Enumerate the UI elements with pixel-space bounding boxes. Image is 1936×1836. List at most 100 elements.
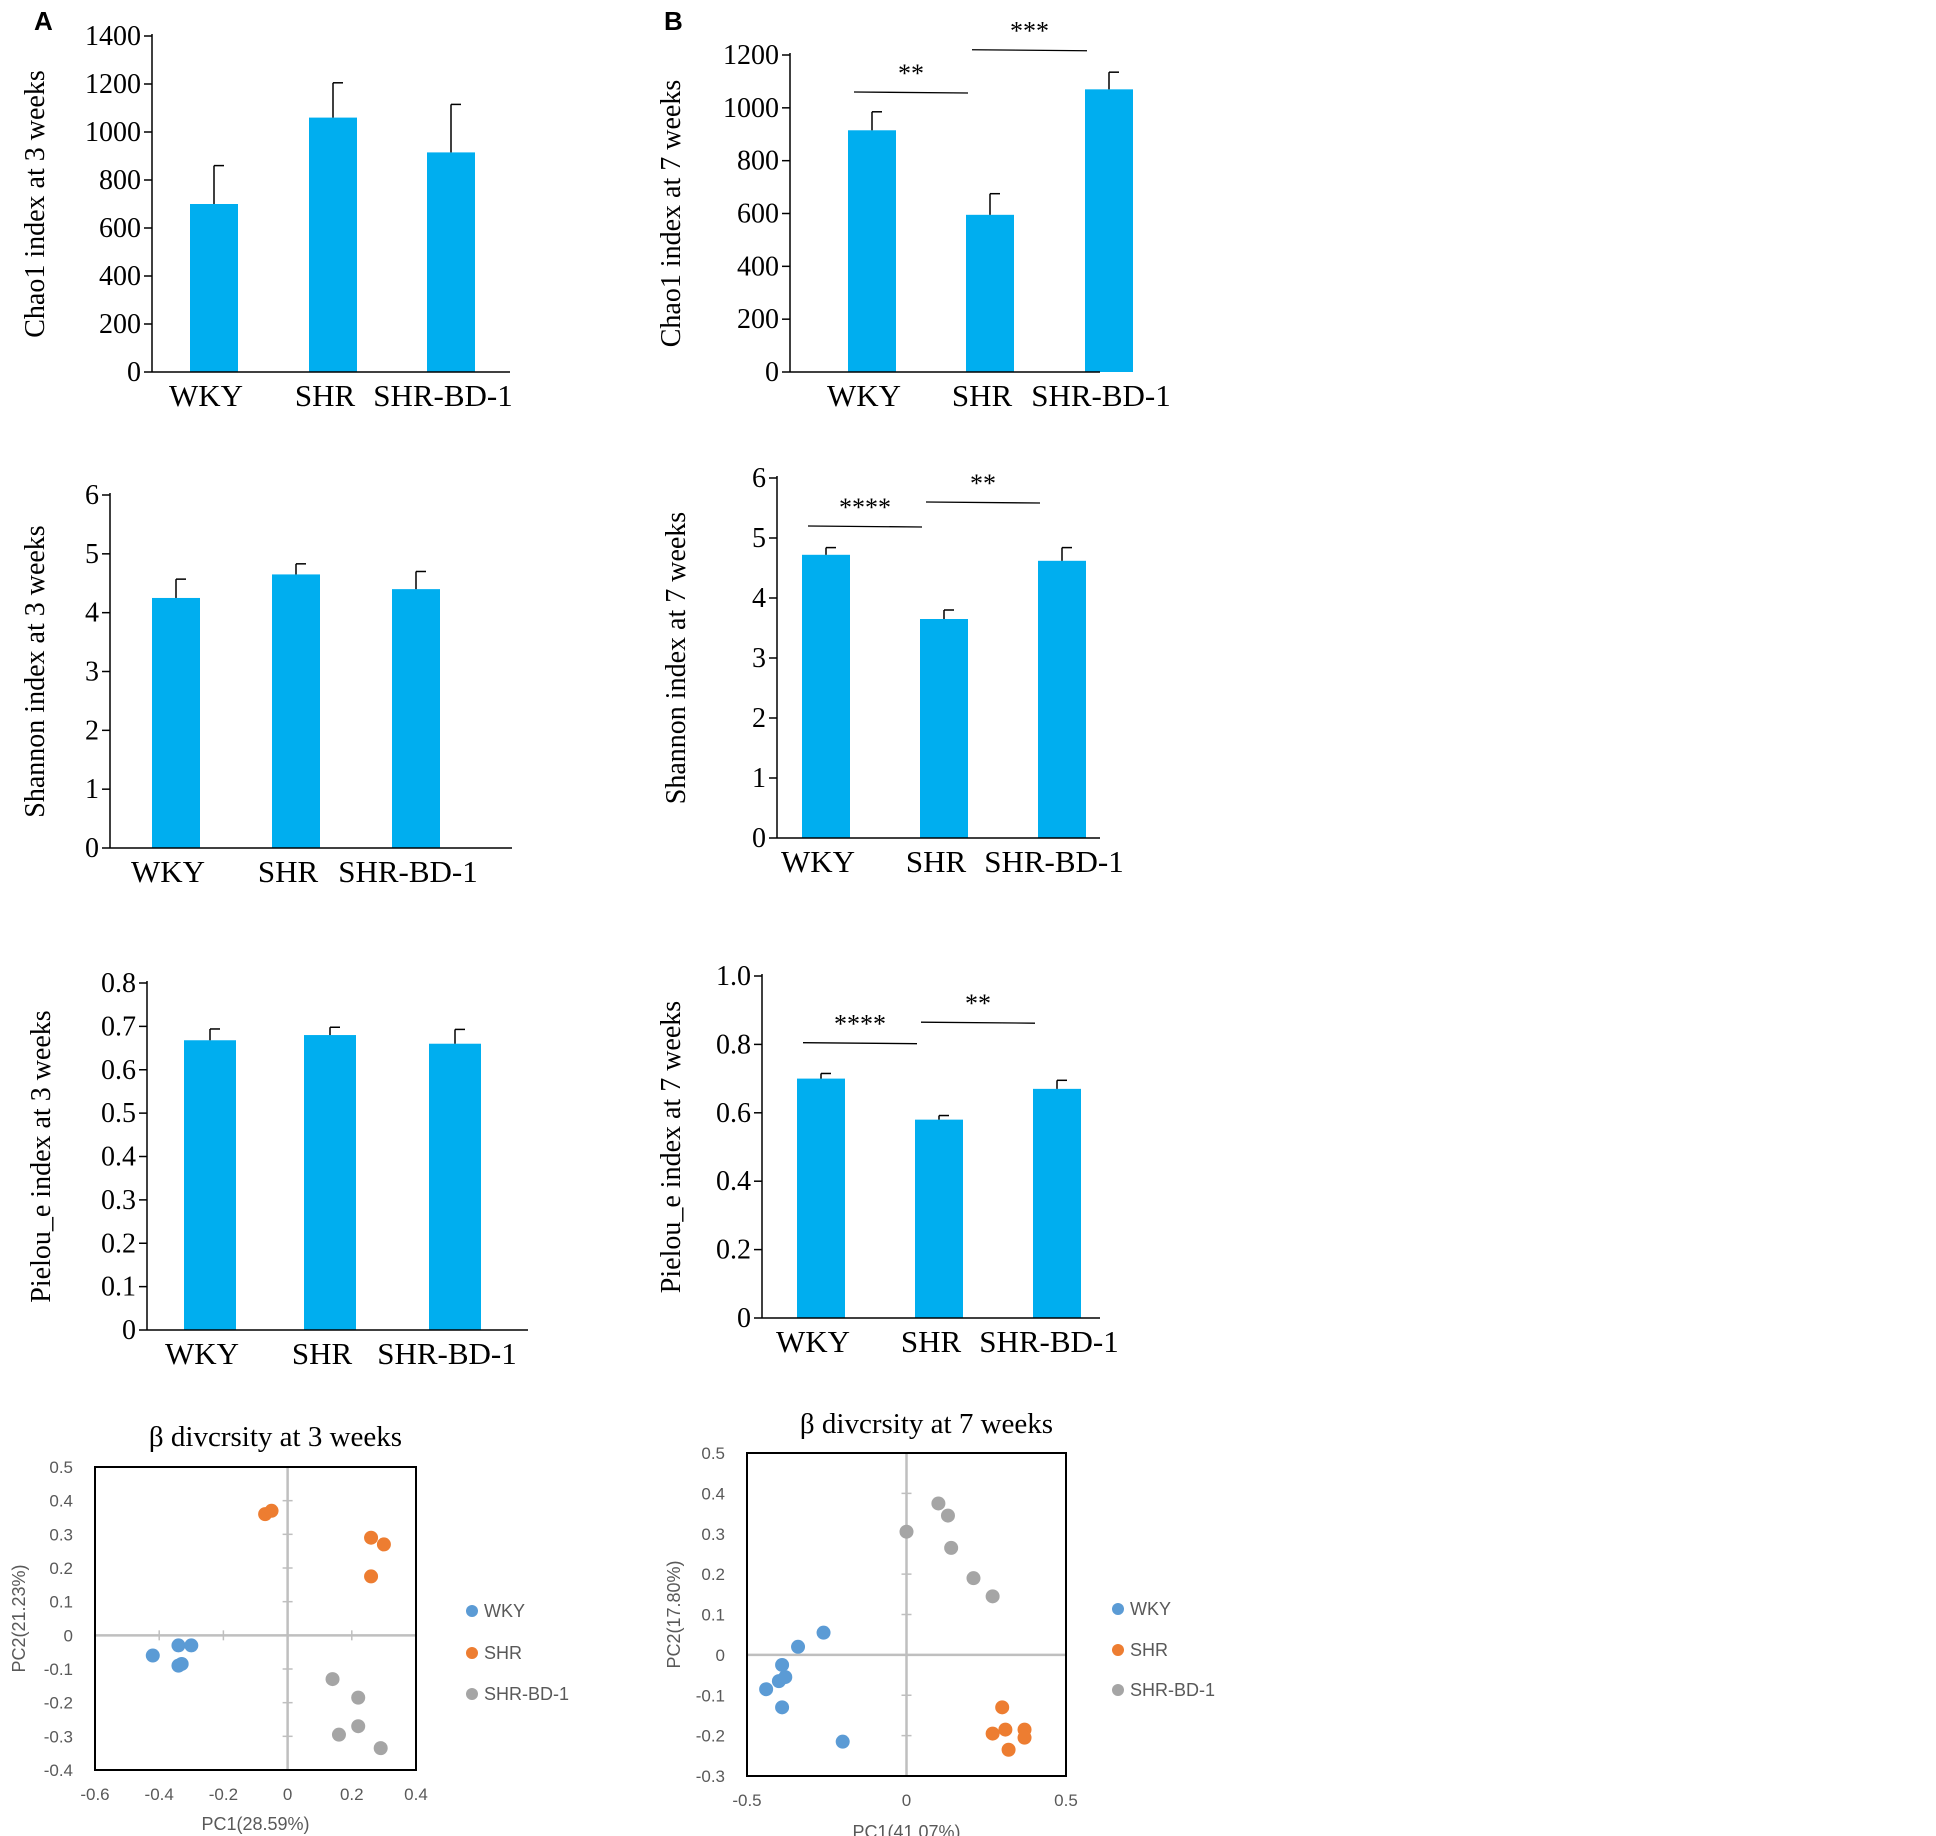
bar-SHR [920,619,968,838]
chart-chao1-7w: 0 200 400 600 800 1000 1200 WKY SHR SHR-BD-1 Chao1… [656,17,1171,413]
significance-line [807,525,923,528]
y-axis-label: Pielou_e index at 3 weeks [26,1010,57,1302]
y-tick-label: -0.1 [44,1660,73,1679]
point-SHR [264,1503,279,1518]
significance-line [802,1042,918,1045]
x-tick-label: 0 [283,1785,292,1804]
y-tick-label: 400 [99,261,141,292]
significance-label: ** [898,59,924,88]
x-tick-label: 0.2 [340,1785,364,1804]
significance-label: ** [965,989,991,1018]
y-tick-label: 200 [99,309,141,340]
y-tick-label: 0 [64,1626,73,1645]
y-tick-label: 0.3 [701,1525,725,1544]
chart-shannon-7w: 0 1 2 3 4 5 6 WKY SHR SHR-BD-1 Shannon index at 7 … [661,463,1124,879]
x-category-label: WKY [131,854,205,889]
y-tick-label: 0 [752,823,766,854]
point-SHR [998,1722,1013,1737]
legend-label: SHR [484,1643,522,1663]
chart-chao1-3w: 0 200 400 600 800 1000 1200 1400 WKY SHR SHR-BD-1 C… [20,21,513,413]
y-tick-label: 0.6 [716,1098,751,1129]
panel-label-b: B [664,6,683,36]
y-tick-label: 0 [127,357,141,388]
legend-label: SHR [1130,1640,1168,1660]
point-WKY [816,1625,831,1640]
y-tick-label: 0.4 [716,1166,751,1197]
x-category-label: SHR-BD-1 [338,854,478,889]
point-WKY [759,1682,774,1697]
significance-label: **** [839,493,891,522]
x-category-label: SHR-BD-1 [1031,378,1171,413]
y-tick-label: 0.1 [49,1593,73,1612]
plot-frame [94,1466,417,1771]
point-WKY [145,1648,160,1663]
y-tick-label: 1.0 [716,961,751,992]
significance-line [920,1021,1036,1024]
x-category-label: SHR [258,854,319,889]
x-category-label: WKY [169,378,243,413]
y-tick-label: 3 [752,643,766,674]
legend-label: WKY [484,1601,525,1621]
y-tick-label: -0.4 [44,1761,73,1780]
x-category-label: SHR [295,378,356,413]
point-WKY [174,1656,189,1671]
bar-SHR-BD-1 [1085,89,1133,372]
legend-marker-SHR [466,1647,478,1659]
x-category-label: SHR [292,1336,353,1371]
y-tick-label: 0.1 [701,1606,725,1625]
y-tick-label: 0 [122,1315,136,1346]
y-axis-label: Shannon index at 3 weeks [20,525,51,817]
y-tick-label: 600 [737,199,779,230]
y-tick-label: 0.6 [101,1055,136,1086]
y-tick-label: 600 [99,213,141,244]
y-tick-label: 0 [716,1646,725,1665]
x-tick-label: -0.2 [209,1785,238,1804]
legend-marker-SHR-BD-1 [1112,1684,1124,1696]
bar-SHR-BD-1 [1033,1088,1081,1318]
point-WKY [171,1638,186,1653]
significance-label: **** [834,1010,886,1039]
y-axis-label: Chao1 index at 3 weeks [20,70,51,338]
point-WKY [791,1639,806,1654]
y-tick-label: 0 [737,1303,751,1334]
y-tick-label: 1000 [723,93,779,124]
x-tick-label: -0.6 [80,1785,109,1804]
chart-pielou-3w: 0 0.1 0.2 0.3 0.4 0.5 0.6 0.7 0.8 WKY SHR SHR-BD-1 P… [26,968,528,1371]
chart-title: β divcrsity at 7 weeks [800,1408,1053,1440]
point-SHR-BD-1 [331,1727,346,1742]
x-tick-label: -0.4 [145,1785,174,1804]
y-tick-label: 1400 [85,21,141,52]
bar-SHR [915,1119,963,1318]
y-tick-label: 800 [737,146,779,177]
point-WKY [835,1734,850,1749]
y-tick-label: 6 [85,480,99,511]
legend-marker-SHR [1112,1644,1124,1656]
y-tick-label: 0.3 [101,1185,136,1216]
y-tick-label: 6 [752,463,766,494]
point-SHR [985,1726,1000,1741]
y-tick-label: 0.2 [701,1565,725,1584]
panel-label-a: A [34,6,53,36]
point-SHR-BD-1 [966,1571,981,1586]
y-tick-label: 1 [752,763,766,794]
point-SHR [1001,1742,1016,1757]
bar-WKY [152,597,200,848]
y-tick-label: 0.3 [49,1525,73,1544]
y-tick-label: -0.2 [44,1694,73,1713]
bar-WKY [190,204,238,372]
bar-SHR [966,214,1014,372]
plot-frame [746,1452,1067,1777]
point-SHR [1017,1730,1032,1745]
y-tick-label: 0.4 [701,1484,725,1503]
point-SHR-BD-1 [931,1496,946,1511]
y-tick-label: 0.4 [101,1142,136,1173]
y-tick-label: 0.2 [101,1228,136,1259]
y-tick-label: 3 [85,657,99,688]
bar-WKY [802,554,850,838]
y-tick-label: 0.7 [101,1011,136,1042]
legend-marker-SHR-BD-1 [466,1688,478,1700]
y-tick-label: 0.8 [101,968,136,999]
point-SHR [995,1700,1010,1715]
chart-beta-7w: β divcrsity at 7 weeks -0.5 0 0.5 -0.3 -0.2 -0… [664,1408,1215,1836]
point-WKY [775,1657,790,1672]
